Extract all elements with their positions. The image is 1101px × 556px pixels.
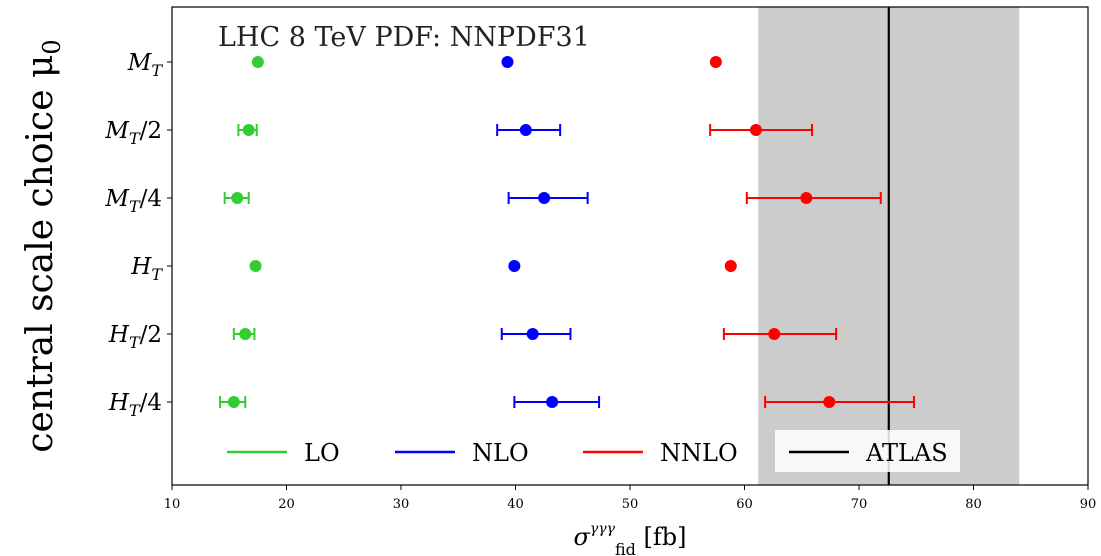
x-axis-label-sup: γγγ: [590, 521, 616, 537]
x-ticks-group: 10 20 30 40 50 60 70 80 90: [164, 485, 1097, 512]
data-point: [249, 260, 262, 272]
data-point: [823, 396, 836, 408]
series-group: [219, 56, 915, 408]
x-axis-label-main: σ: [573, 523, 590, 551]
x-tick-label: 30: [393, 497, 410, 512]
data-point: [251, 56, 264, 68]
x-tick-label: 50: [622, 497, 639, 512]
data-point: [239, 328, 252, 340]
legend: LO NLO NNLO ATLAS: [227, 430, 960, 472]
x-tick-label: 60: [736, 497, 753, 512]
x-tick-label: 20: [278, 497, 295, 512]
chart-annotation: LHC 8 TeV PDF: NNPDF31: [218, 22, 590, 53]
x-tick-label: 40: [507, 497, 524, 512]
legend-label: NLO: [472, 439, 529, 467]
data-point: [749, 124, 762, 136]
data-point: [519, 124, 532, 136]
x-axis-label-unit: [fb]: [636, 523, 687, 551]
data-point: [526, 328, 539, 340]
data-point: [508, 260, 521, 272]
data-point: [546, 396, 559, 408]
legend-label: NNLO: [660, 439, 738, 467]
data-point: [724, 260, 737, 272]
y-tick-label: HT/4: [108, 390, 162, 420]
data-point: [501, 56, 514, 68]
data-point: [800, 192, 813, 204]
y-ticks-group: MT MT/2 MT/4 HT HT/2 HT/4: [104, 50, 172, 420]
x-axis-label: σγγγ fid [fb]: [573, 521, 686, 556]
y-axis-label: central scale choice μ0: [20, 39, 66, 452]
legend-label: ATLAS: [865, 439, 948, 467]
data-point: [709, 56, 722, 68]
y-axis-label-sub: 0: [38, 39, 66, 54]
data-point: [231, 192, 244, 204]
y-tick-label: MT/2: [104, 118, 162, 148]
y-tick-label: HT/2: [108, 322, 162, 352]
data-point: [538, 192, 551, 204]
legend-label: LO: [304, 439, 340, 467]
y-tick-label: MT/4: [104, 186, 162, 216]
y-axis-label-main: central scale choice μ: [20, 55, 61, 453]
x-tick-label: 90: [1080, 497, 1097, 512]
x-tick-label: 10: [164, 497, 181, 512]
x-tick-label: 80: [965, 497, 982, 512]
data-point: [242, 124, 255, 136]
data-point: [227, 396, 240, 408]
x-axis-label-sub: fid: [615, 540, 636, 556]
data-point: [768, 328, 781, 340]
y-tick-label: MT: [127, 50, 164, 80]
y-tick-label: HT: [130, 254, 163, 284]
x-tick-label: 70: [851, 497, 868, 512]
